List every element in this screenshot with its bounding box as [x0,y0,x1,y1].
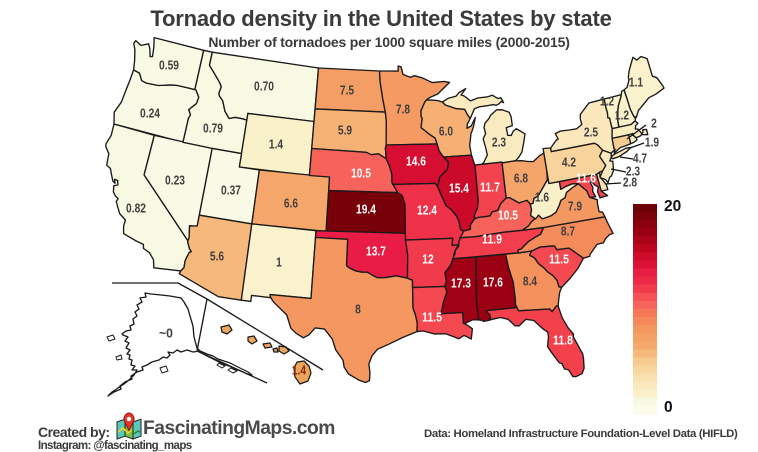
svg-text:1.2: 1.2 [615,107,629,122]
svg-text:11.5: 11.5 [549,251,569,266]
svg-text:6.6: 6.6 [284,195,298,210]
svg-text:12.4: 12.4 [417,202,438,217]
svg-text:2.5: 2.5 [584,124,598,139]
svg-text:1.2: 1.2 [600,93,614,108]
svg-text:19.4: 19.4 [356,201,377,216]
svg-text:1.4: 1.4 [292,362,307,377]
svg-text:2: 2 [651,115,657,130]
svg-text:8.4: 8.4 [523,273,538,288]
svg-text:8: 8 [355,301,361,316]
svg-text:5.6: 5.6 [210,248,224,263]
svg-text:2.8: 2.8 [623,174,637,189]
svg-text:0.59: 0.59 [159,57,179,72]
svg-text:17.3: 17.3 [451,275,471,290]
svg-text:7.5: 7.5 [340,82,354,97]
svg-text:7.8: 7.8 [396,101,410,116]
svg-text:0.37: 0.37 [221,182,241,197]
svg-text:13.7: 13.7 [366,243,386,258]
svg-text:11.7: 11.7 [480,179,500,194]
svg-text:1.9: 1.9 [645,134,659,149]
svg-text:1.1: 1.1 [629,74,643,89]
svg-text:11.5: 11.5 [422,309,442,324]
svg-text:8.7: 8.7 [561,223,575,238]
svg-text:20: 20 [664,198,681,215]
svg-text:15.4: 15.4 [449,180,470,195]
svg-text:10.5: 10.5 [498,207,518,222]
svg-text:0.23: 0.23 [165,172,185,187]
svg-text:0.24: 0.24 [140,105,161,120]
svg-text:0.82: 0.82 [126,200,146,215]
svg-text:2.3: 2.3 [626,163,640,178]
svg-text:12: 12 [422,251,433,266]
svg-text:11.9: 11.9 [482,231,502,246]
svg-text:0: 0 [664,399,673,416]
svg-text:6.8: 6.8 [514,170,528,185]
svg-text:4.7: 4.7 [633,150,647,165]
svg-text:4.2: 4.2 [562,154,576,169]
svg-text:11.8: 11.8 [553,332,573,347]
svg-text:14.6: 14.6 [406,153,426,168]
svg-text:~0: ~0 [159,325,173,340]
svg-text:5.9: 5.9 [338,122,352,137]
svg-text:17.6: 17.6 [483,274,503,289]
svg-text:1.4: 1.4 [269,136,284,151]
svg-text:6.0: 6.0 [439,123,453,138]
svg-text:1.6: 1.6 [535,189,549,204]
svg-text:1: 1 [276,254,282,269]
svg-text:10.5: 10.5 [351,165,371,180]
svg-text:2.3: 2.3 [492,134,506,149]
svg-text:7.9: 7.9 [568,198,582,213]
svg-text:0.79: 0.79 [203,120,223,135]
svg-text:0.70: 0.70 [254,78,274,93]
svg-text:11.6: 11.6 [576,170,596,185]
